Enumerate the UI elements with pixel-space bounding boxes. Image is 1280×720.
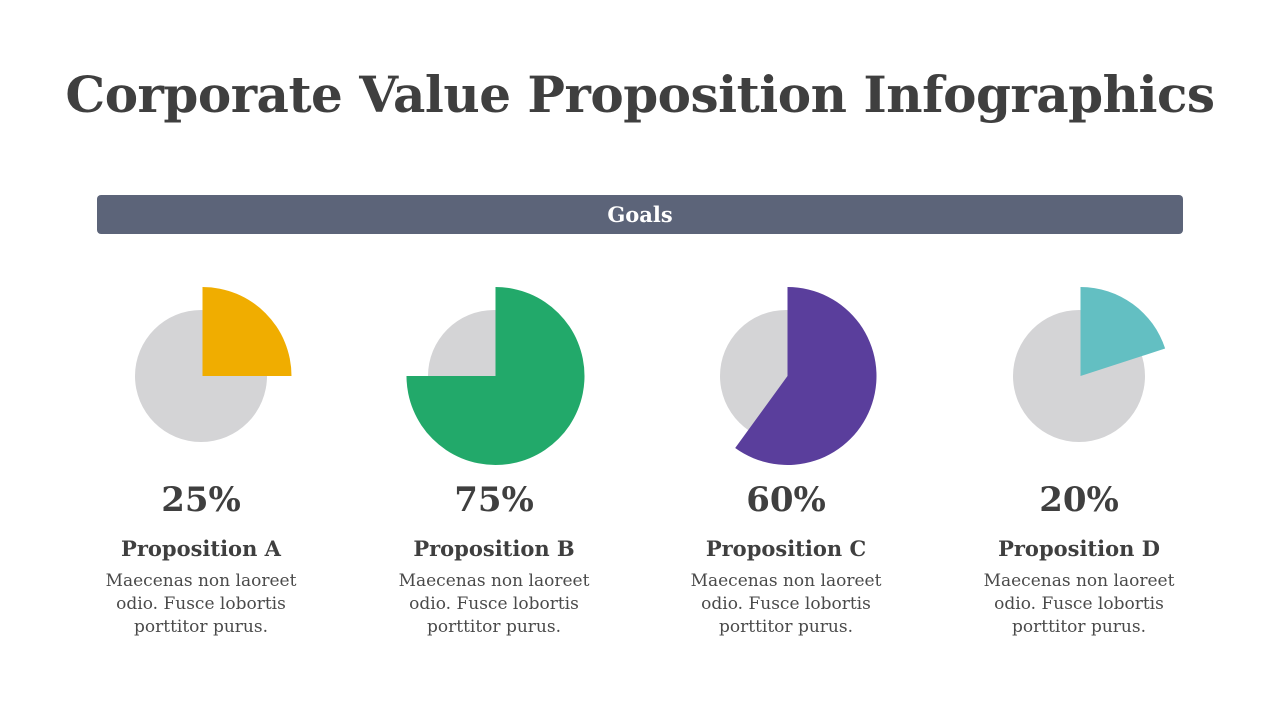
pie-chart-b: [406, 287, 585, 465]
proposition-card-b: 75% Proposition B Maecenas non laoreet o…: [374, 270, 614, 637]
proposition-card-d: 20% Proposition D Maecenas non laoreet o…: [959, 270, 1199, 637]
proposition-title: Proposition D: [998, 536, 1160, 561]
proposition-description: Maecenas non laoreet odio. Fusce loborti…: [105, 571, 297, 637]
pie-slice: [202, 287, 292, 376]
pie-chart-d: [1013, 287, 1166, 442]
proposition-card-c: 60% Proposition C Maecenas non laoreet o…: [666, 270, 906, 637]
proposition-description: Maecenas non laoreet odio. Fusce loborti…: [398, 571, 590, 637]
percent-label: 75%: [454, 480, 534, 520]
percent-label: 60%: [746, 480, 826, 520]
percent-label: 25%: [161, 480, 241, 520]
pie-slice: [1080, 287, 1166, 376]
proposition-title: Proposition B: [413, 536, 575, 561]
proposition-title: Proposition A: [121, 536, 281, 561]
pie-slice: [735, 287, 877, 465]
percent-label: 20%: [1039, 480, 1119, 520]
goals-label: Goals: [607, 202, 673, 227]
pie-chart-a: [135, 287, 292, 442]
goals-banner: Goals: [97, 195, 1183, 234]
proposition-description: Maecenas non laoreet odio. Fusce loborti…: [690, 571, 882, 637]
pie-chart-c: [720, 287, 877, 465]
pie-slice: [406, 287, 585, 465]
proposition-card-a: 25% Proposition A Maecenas non laoreet o…: [81, 270, 321, 637]
proposition-title: Proposition C: [705, 536, 867, 561]
page-title: Corporate Value Proposition Infographics: [65, 65, 1215, 124]
proposition-description: Maecenas non laoreet odio. Fusce loborti…: [983, 571, 1175, 637]
